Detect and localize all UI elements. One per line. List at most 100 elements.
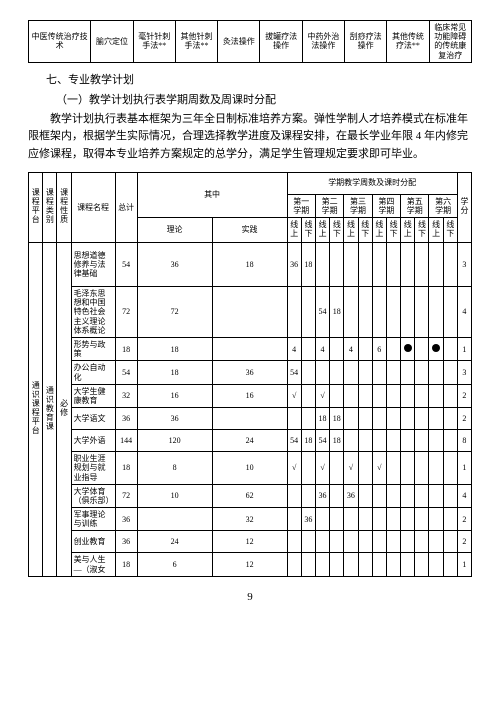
total: 72 [115,287,137,338]
s1u [287,408,301,430]
h-nature: 课程性质 [59,188,68,224]
s6d [443,287,457,338]
s6u [429,553,443,576]
course-name: 创业教育 [71,531,115,553]
s2u: 54 [315,287,329,338]
s4d [386,408,400,430]
h-theory: 理论 [137,217,212,242]
total: 144 [115,430,137,452]
s6u [429,287,443,338]
s5d [415,484,429,507]
practice: 18 [212,243,287,287]
s2u [315,553,329,576]
credit: 2 [457,531,471,553]
credit: 2 [457,408,471,430]
theory: 8 [137,452,212,485]
sem6: 第六学期 [429,194,457,217]
credit: 1 [457,452,471,485]
s5u [401,531,415,553]
technique-col: 其他传统疗法** [387,21,429,63]
total: 36 [115,508,137,531]
page-number: 9 [28,591,472,603]
practice [212,287,287,338]
sem4: 第四学期 [372,194,400,217]
sem2: 第二学期 [315,194,343,217]
s5u [401,408,415,430]
s6u [429,408,443,430]
s1d [301,408,315,430]
total: 36 [115,531,137,553]
s3d [358,338,372,361]
technique-col: 灸法操作 [218,21,260,63]
technique-col: 其他针刺手法** [175,21,217,63]
s5d [415,508,429,531]
s3d [358,384,372,407]
s1d [301,361,315,384]
s5u [401,384,415,407]
h-mid: 其中 [137,172,287,217]
s2d [330,338,344,361]
theory: 24 [137,531,212,553]
s5u [401,553,415,576]
s1d [301,287,315,338]
s4u [372,553,386,576]
s4d [386,484,400,507]
s5d [415,243,429,287]
dot-icon [404,344,412,352]
table-row: 通识课程平台通识教育课必修思想道德修养与法律基础54361836183 [29,243,472,287]
s2d [330,452,344,485]
s5u [401,361,415,384]
s4u: √ [372,452,386,485]
category: 通识教育课 [45,386,54,431]
tcm-techniques-table: 中医传统治疗技术 腧穴定位毫针针刺手法**其他针刺手法**灸法操作拔罐疗法操作中… [28,20,472,63]
s1u [287,287,301,338]
s1d [301,484,315,507]
table-row: 职业生涯规划与就业指导18810√√√√1 [29,452,472,485]
course-name: 大学语文 [71,408,115,430]
s2d: 18 [330,408,344,430]
s4d [386,531,400,553]
s6u [429,243,443,287]
s2d [330,508,344,531]
s1u [287,553,301,576]
practice: 24 [212,430,287,452]
table-row: 大学体育（俱乐部）72106236364 [29,484,472,507]
table-row: 形势与政策181844461 [29,338,472,361]
course-name: 形势与政策 [71,338,115,361]
table-row: 美与人生—（淑女186121 [29,553,472,576]
s4d [386,452,400,485]
course-name: 大学体育（俱乐部） [71,484,115,507]
s6u [429,508,443,531]
practice: 62 [212,484,287,507]
s5u [401,287,415,338]
sem5: 第五学期 [401,194,429,217]
credit: 4 [457,484,471,507]
s2u [315,361,329,384]
s3d [358,430,372,452]
s2u: 18 [315,408,329,430]
s6u [429,452,443,485]
s4u [372,484,386,507]
theory: 120 [137,430,212,452]
s6d [443,384,457,407]
s6d [443,452,457,485]
total: 36 [115,408,137,430]
s6d [443,508,457,531]
s6d [443,430,457,452]
s4u [372,430,386,452]
table-row: 大学语文363618182 [29,408,472,430]
s4u [372,287,386,338]
s4u [372,243,386,287]
s1u: √ [287,452,301,485]
s1d [301,338,315,361]
s3u: 4 [344,338,358,361]
credit: 1 [457,338,471,361]
s4u [372,408,386,430]
table-row: 创业教育3624122 [29,531,472,553]
s2d [330,384,344,407]
s3u [344,430,358,452]
s5d [415,384,429,407]
s1d: 36 [301,508,315,531]
s3d [358,484,372,507]
course-name: 思想道德修养与法律基础 [71,243,115,287]
